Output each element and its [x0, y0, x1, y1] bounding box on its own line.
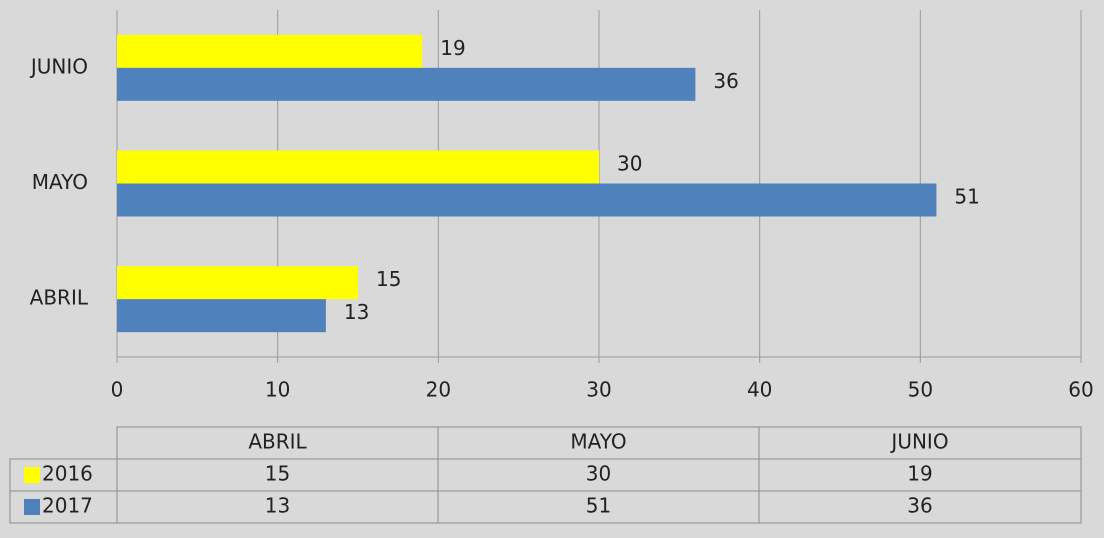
table-cell: 19 — [907, 462, 932, 486]
bar — [117, 67, 696, 101]
table-header: JUNIO — [889, 430, 948, 454]
bar — [117, 34, 423, 68]
legend-key — [24, 467, 40, 483]
y-tick-label: ABRIL — [30, 286, 89, 310]
bar — [117, 299, 326, 333]
table-cell: 15 — [265, 462, 290, 486]
legend-key — [24, 499, 40, 515]
data-label: 13 — [344, 300, 369, 324]
table-header: MAYO — [570, 430, 626, 454]
table-cell: 30 — [586, 462, 611, 486]
data-label: 30 — [617, 152, 642, 176]
bar — [117, 266, 358, 300]
table-cell: 13 — [265, 494, 290, 518]
x-tick-label: 10 — [265, 378, 290, 402]
legend-label: 2017 — [42, 494, 93, 518]
x-tick-label: 50 — [908, 378, 933, 402]
y-tick-label: MAYO — [32, 170, 88, 194]
x-tick-label: 20 — [426, 378, 451, 402]
data-label: 36 — [713, 69, 738, 93]
table-header: ABRIL — [248, 430, 307, 454]
table-cell: 51 — [586, 494, 611, 518]
x-tick-label: 0 — [111, 378, 124, 402]
table-cell: 36 — [907, 494, 932, 518]
x-tick-label: 30 — [586, 378, 611, 402]
x-tick-label: 60 — [1068, 378, 1093, 402]
data-label: 15 — [376, 267, 401, 291]
bar — [117, 150, 599, 184]
bar — [117, 183, 937, 217]
legend-label: 2016 — [42, 462, 93, 486]
y-tick-label: JUNIO — [29, 54, 88, 78]
data-label: 51 — [954, 185, 979, 209]
x-tick-label: 40 — [747, 378, 772, 402]
data-label: 19 — [440, 36, 465, 60]
